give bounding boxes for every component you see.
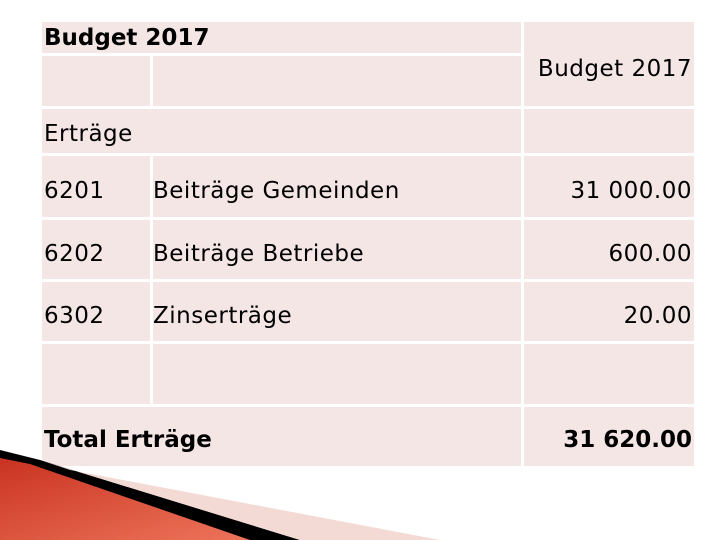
table-cell	[42, 156, 150, 217]
table-cell	[42, 56, 150, 106]
table-cell	[42, 282, 150, 341]
table-cell	[524, 156, 694, 217]
table-cell	[153, 282, 521, 341]
row-label: Zinserträge	[153, 303, 293, 329]
table-cell	[524, 407, 694, 466]
row-code: 6201	[44, 178, 105, 204]
row-amount: 20.00	[623, 303, 692, 329]
column-header-budget: Budget 2017	[537, 56, 692, 82]
table-cell	[42, 22, 521, 53]
table-cell	[153, 220, 521, 279]
table-cell	[153, 156, 521, 217]
row-amount: 600.00	[608, 241, 692, 267]
row-amount: 31 000.00	[570, 178, 692, 204]
table-cell	[42, 344, 150, 404]
row-code: 6302	[44, 303, 105, 329]
table-cell	[524, 220, 694, 279]
row-code: 6202	[44, 241, 105, 267]
table-cell	[42, 220, 150, 279]
table-title: Budget 2017	[44, 25, 210, 51]
total-amount: 31 620.00	[563, 427, 692, 453]
table-cell	[42, 109, 521, 153]
row-label: Beiträge Gemeinden	[153, 178, 400, 204]
table-cell	[524, 344, 694, 404]
table-cell	[524, 282, 694, 341]
table-cell	[42, 407, 521, 466]
decorative-swoosh	[0, 450, 440, 540]
section-label-ertraege: Erträge	[44, 121, 133, 147]
total-label: Total Erträge	[44, 427, 212, 453]
table-cell	[153, 344, 521, 404]
table-cell	[153, 56, 521, 106]
table-cell	[524, 109, 694, 153]
table-cell	[524, 22, 694, 106]
row-label: Beiträge Betriebe	[153, 241, 365, 267]
